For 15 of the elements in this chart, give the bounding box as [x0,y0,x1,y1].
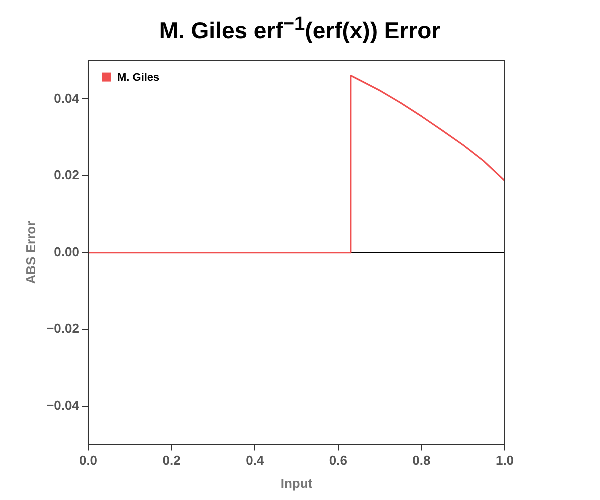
y-tick-label: −0.04 [46,398,80,413]
x-tick-label: 0.0 [79,453,98,468]
y-tick-label: 0.04 [54,90,80,106]
x-tick-label: 1.0 [496,453,514,468]
y-tick-label: −0.02 [46,321,80,336]
x-axis-title: Input [280,476,314,491]
x-tick-label: 0.6 [329,453,348,468]
y-tick-label: 0.00 [54,244,80,260]
chart-title: M. Giles erf$^{−1}$(erf(x)) Error [158,14,442,45]
y-axis-title: ABS Error [23,221,38,284]
legend-label: M. Giles [117,72,160,84]
y-tick-label: 0.02 [54,168,80,183]
x-tick-label: 0.2 [162,453,181,468]
x-tick-label: 0.8 [412,453,431,468]
x-tick-label: 0.4 [246,453,265,468]
